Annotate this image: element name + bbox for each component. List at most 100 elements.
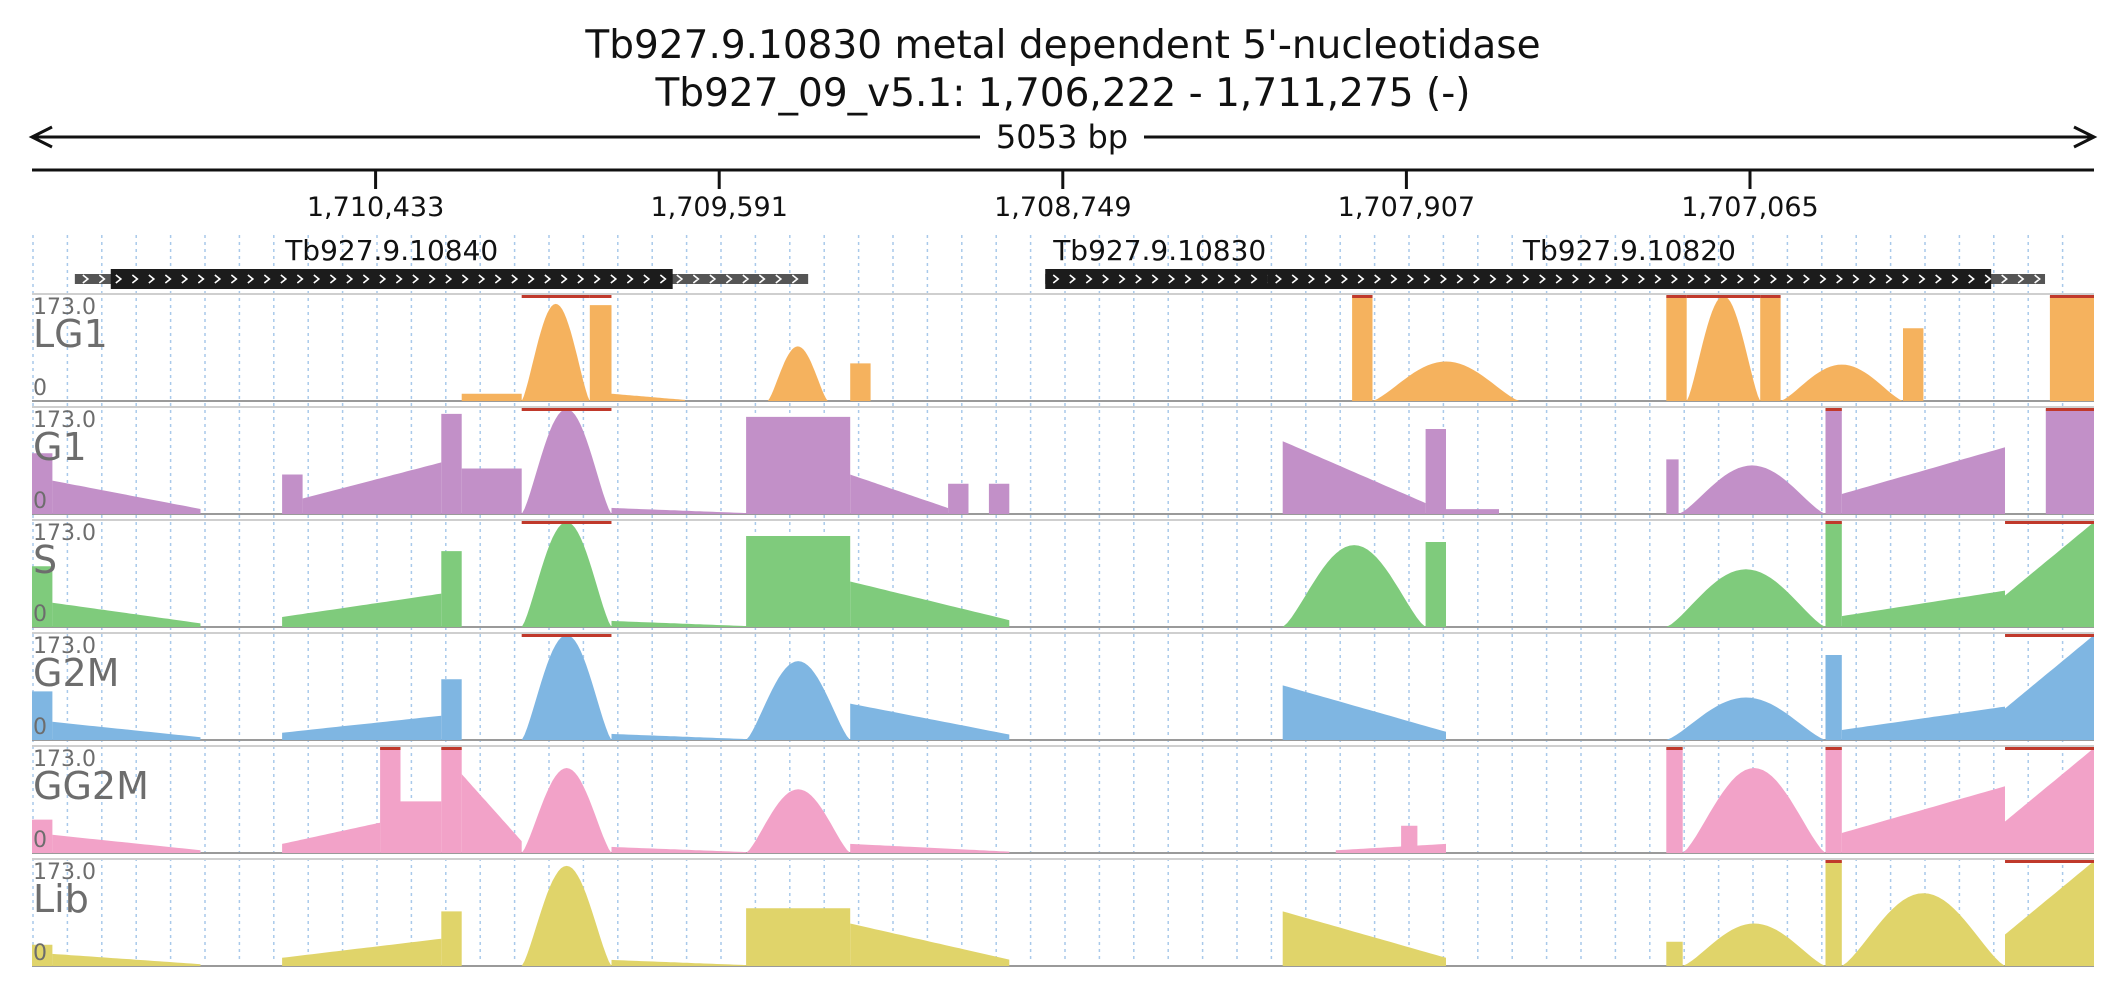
coverage-track: 173.0 0 G1 [32,406,2094,515]
clip-marker [1760,295,1781,298]
span-length-label: 5053 bp [996,118,1128,156]
coverage-area [1425,542,1446,627]
coverage-area [441,911,462,966]
coverage-area [850,923,1010,966]
clip-marker [1686,295,1761,298]
chart-subtitle: Tb927_09_v5.1: 1,706,222 - 1,711,275 (-) [655,71,1471,116]
coverage-area [611,959,747,966]
x-tick-label: 1,708,749 [994,192,1131,223]
coverage-area [850,843,1010,853]
coverage-area [441,679,462,740]
coverage-area [400,801,442,853]
coverage-area [948,483,969,514]
coverage-area [1678,465,1826,514]
clip-marker [1825,408,1842,411]
coverage-area [1841,786,2005,853]
coverage-area [850,363,871,401]
coverage-area [282,822,381,853]
y-max-label: 173.0 [33,408,96,433]
clip-marker [2005,747,2094,750]
coverage-area [1666,459,1679,514]
coverage-area [1282,545,1426,627]
clip-marker [380,747,401,750]
coverage-area [746,661,851,740]
coverage-area [1425,429,1446,514]
coverage-area [1401,825,1418,853]
y-min-label: 0 [33,489,47,514]
clip-marker [2049,295,2094,298]
gene-label: Tb927.9.10840 [284,234,498,267]
coverage-area [746,416,851,514]
coverage-area [2005,635,2094,740]
coverage-area [2049,296,2094,401]
coverage-area [1780,364,1903,401]
coverage-area [1372,361,1520,401]
coverage-track: 173.0 0 Lib [32,858,2094,967]
coverage-area [441,413,462,514]
y-min-label: 0 [33,376,47,401]
clip-marker [521,295,590,298]
arrow-right-icon [2073,125,2098,149]
gene-model: Tb927.9.10830 [1045,234,1297,289]
track-name: S [33,538,57,582]
clip-marker [2005,634,2094,637]
coverage-area [1682,768,1826,853]
coverage-area [1282,441,1426,514]
coverage-area [2005,748,2094,853]
clip-marker [2045,408,2094,411]
coverage-area [746,536,851,627]
coverage-area [1686,296,1761,401]
coverage-area [1666,697,1826,740]
track-name: LG1 [33,312,108,356]
coverage-area [1825,655,1842,740]
coverage-area [1666,569,1826,627]
track-name: GG2M [33,764,149,808]
coverage-area [850,474,949,514]
coverage-area [1825,748,1842,853]
coverage-area [521,409,612,514]
coverage-area [52,721,201,740]
coverage-area [2045,409,2094,514]
coverage-area [1682,923,1826,966]
coverage-area [32,819,53,853]
coverage-area [767,346,828,401]
strand-chevron-icon [1275,274,2041,284]
coverage-area [611,620,747,627]
coverage-area [521,768,612,853]
gene-cds [110,269,673,289]
gene-label: Tb927.9.10830 [1052,234,1266,267]
clip-marker [1825,860,1842,863]
clip-marker [2005,860,2094,863]
coverage-area [32,453,53,514]
clip-marker [589,295,612,298]
coverage-area [32,944,53,966]
y-max-label: 173.0 [33,295,96,320]
track-name: G1 [33,425,87,469]
coverage-area [988,483,1010,514]
y-max-label: 173.0 [33,634,96,659]
x-tick-label: 1,709,591 [650,192,787,223]
coverage-area [1903,328,1924,401]
coverage-area [611,393,685,401]
coverage-area [521,522,612,627]
coverage-area [1666,296,1687,401]
clip-marker [521,634,612,637]
coverage-area [1825,522,1842,627]
coverage-area [2005,522,2094,627]
coverage-area [461,774,522,853]
coverage-area [1841,706,2005,740]
track-name: Lib [33,877,89,921]
coverage-area [302,462,442,514]
coverage-area [1282,911,1446,966]
clip-marker [2005,521,2094,524]
x-tick-label: 1,707,907 [1338,192,1475,223]
x-tick-label: 1,707,065 [1681,192,1818,223]
coverage-track: 173.0 0 GG2M [32,745,2094,854]
clip-marker [1666,747,1683,750]
coverage-area [441,551,462,627]
coverage-area [1666,941,1683,966]
y-min-label: 0 [33,941,47,966]
gene-label: Tb927.9.10820 [1522,234,1736,267]
coverage-area [611,733,747,740]
